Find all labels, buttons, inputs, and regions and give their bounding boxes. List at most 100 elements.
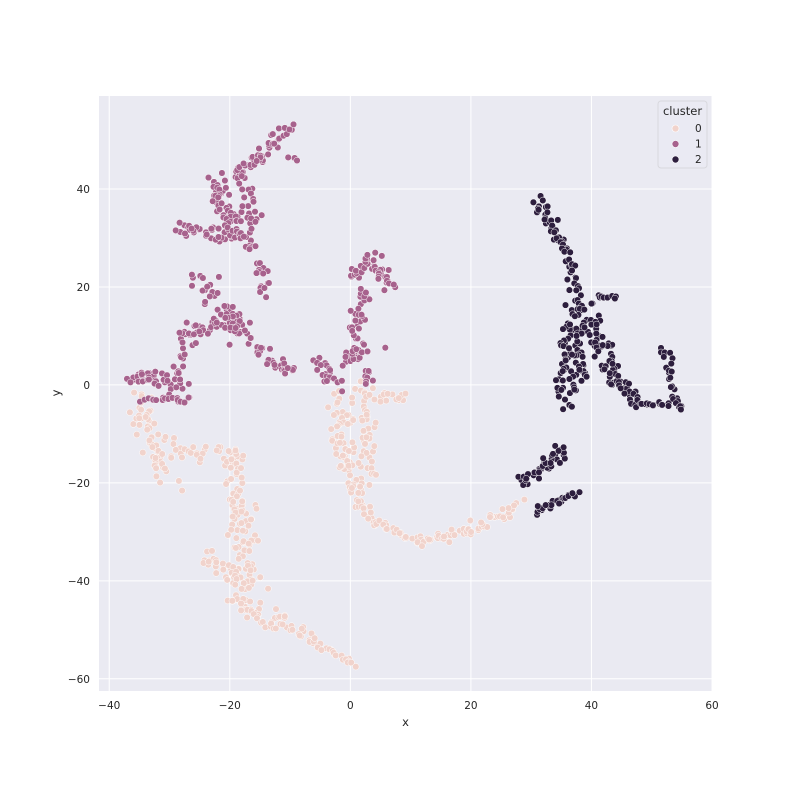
scatter-point xyxy=(255,144,263,153)
scatter-point xyxy=(241,326,249,335)
scatter-point xyxy=(218,169,226,177)
scatter-point xyxy=(467,528,475,536)
scatter-point xyxy=(229,513,237,521)
scatter-point xyxy=(207,225,215,233)
scatter-point xyxy=(205,558,213,566)
y-tick-labels: −60 −40 −20 0 20 40 xyxy=(68,184,90,686)
scatter-point xyxy=(390,281,398,289)
scatter-point xyxy=(401,390,410,398)
scatter-point xyxy=(667,360,675,368)
scatter-point xyxy=(238,474,246,482)
scatter-point xyxy=(266,345,274,353)
scatter-point xyxy=(156,479,164,487)
scatter-point xyxy=(251,242,260,250)
scatter-point xyxy=(326,366,334,374)
scatter-point xyxy=(362,380,370,388)
scatter-point xyxy=(599,341,607,349)
scatter-point xyxy=(565,375,573,383)
scatter-point xyxy=(345,462,353,470)
x-tick-label: 40 xyxy=(585,700,598,712)
scatter-point xyxy=(170,363,178,371)
scatter-point xyxy=(360,510,368,518)
scatter-point xyxy=(227,464,235,472)
scatter-point xyxy=(374,275,382,283)
scatter-point xyxy=(130,389,138,397)
scatter-point xyxy=(562,356,570,364)
scatter-point xyxy=(270,140,278,148)
scatter-point xyxy=(549,450,557,458)
scatter-point xyxy=(332,450,340,458)
scatter-point xyxy=(666,374,674,382)
scatter-point xyxy=(363,347,372,355)
scatter-point xyxy=(352,663,360,671)
scatter-point xyxy=(145,436,153,444)
scatter-point xyxy=(189,443,197,451)
scatter-point xyxy=(568,403,576,411)
scatter-point xyxy=(129,420,137,428)
scatter-point xyxy=(245,540,253,548)
scatter-point xyxy=(572,286,580,294)
scatter-point xyxy=(235,555,243,563)
scatter-point xyxy=(557,386,565,394)
scatter-point xyxy=(664,402,673,410)
scatter-point xyxy=(176,375,184,384)
scatter-point xyxy=(280,359,288,367)
scatter-point xyxy=(369,384,377,392)
scatter-point xyxy=(232,544,240,552)
scatter-point xyxy=(227,526,235,534)
scatter-point xyxy=(677,405,685,414)
scatter-point xyxy=(337,462,345,470)
scatter-point xyxy=(247,566,255,574)
scatter-point xyxy=(348,484,356,492)
scatter-point xyxy=(380,286,388,294)
scatter-point xyxy=(238,497,246,505)
scatter-point xyxy=(236,487,244,495)
scatter-point xyxy=(143,426,151,434)
scatter-point xyxy=(362,433,370,441)
scatter-point xyxy=(135,414,143,422)
scatter-point xyxy=(238,185,246,193)
scatter-point xyxy=(216,205,224,214)
scatter-point xyxy=(247,225,256,233)
scatter-point xyxy=(395,394,403,402)
scatter-point xyxy=(219,560,227,568)
scatter-point xyxy=(151,368,159,376)
scatter-point xyxy=(238,585,246,593)
scatter-point xyxy=(575,366,583,374)
scatter-point xyxy=(259,269,267,278)
scatter-point xyxy=(352,345,360,353)
scatter-point xyxy=(378,252,386,260)
x-tick-label: 20 xyxy=(464,700,477,712)
scatter-point xyxy=(559,325,567,333)
x-tick-labels: −40 −20 0 20 40 60 xyxy=(98,700,719,712)
scatter-point xyxy=(542,501,550,509)
scatter-point xyxy=(150,420,158,428)
scatter-point xyxy=(339,362,347,370)
scatter-point xyxy=(317,646,325,654)
scatter-point xyxy=(358,417,366,425)
scatter-point xyxy=(477,518,485,526)
scatter-point xyxy=(535,206,543,214)
scatter-point xyxy=(209,197,217,205)
scatter-point xyxy=(238,172,246,180)
scatter-point xyxy=(237,217,245,225)
scatter-point xyxy=(221,314,229,322)
y-axis-label: y xyxy=(49,389,63,396)
scatter-point xyxy=(450,531,459,539)
scatter-point xyxy=(148,443,156,451)
scatter-point xyxy=(348,438,356,446)
scatter-point xyxy=(554,216,562,224)
scatter-point xyxy=(178,338,187,346)
scatter-point xyxy=(257,344,265,352)
scatter-point xyxy=(172,383,180,391)
scatter-point xyxy=(240,233,248,241)
scatter-point xyxy=(363,251,371,259)
scatter-point xyxy=(232,324,240,332)
scatter-point xyxy=(366,503,374,511)
scatter-point xyxy=(336,439,344,447)
scatter-point xyxy=(249,577,257,585)
scatter-point xyxy=(566,248,574,256)
scatter-point xyxy=(499,513,507,521)
scatter-point xyxy=(252,269,261,277)
scatter-point xyxy=(135,421,144,429)
